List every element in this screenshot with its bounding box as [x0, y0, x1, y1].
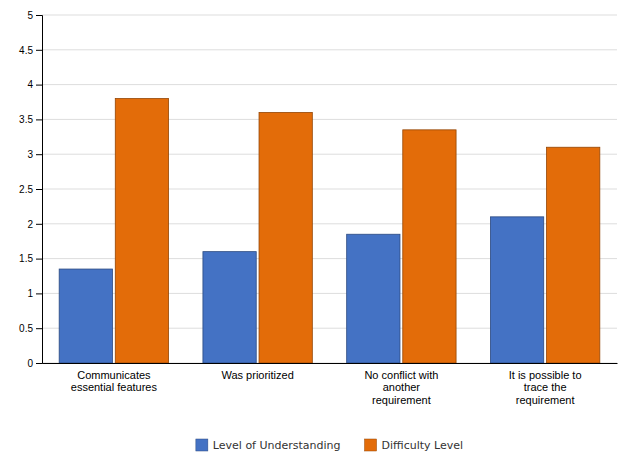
- y-tick-mark: [36, 119, 42, 120]
- y-tick-mark: [36, 363, 42, 364]
- legend: Level of Understanding Difficulty Level: [196, 439, 463, 452]
- y-tick-mark: [36, 293, 42, 294]
- bar: [403, 130, 456, 363]
- x-tick-label: Was prioritized: [221, 369, 293, 381]
- y-tick-label: 5: [27, 10, 33, 21]
- bar: [59, 269, 112, 363]
- legend-swatch: [365, 439, 377, 451]
- x-tick-label-line: trace the: [524, 381, 567, 393]
- y-tick-mark: [36, 15, 42, 16]
- chart-container: 0 0.5 1 1.5 2 2.5 3 3.5 4 4.5 5 Communicatesessenti…: [0, 0, 632, 463]
- y-tick-label: 1.5: [19, 253, 33, 264]
- grid: [42, 15, 617, 363]
- y-tick: 4: [27, 79, 42, 90]
- chart-svg: 0 0.5 1 1.5 2 2.5 3 3.5 4 4.5 5 Communicatesessenti…: [0, 0, 632, 463]
- grid-line: [42, 84, 617, 85]
- y-tick-mark: [36, 328, 42, 329]
- y-tick-mark: [36, 259, 42, 260]
- bar: [259, 112, 312, 363]
- y-tick-mark: [36, 154, 42, 155]
- y-tick: 2.5: [19, 184, 42, 195]
- legend-label: Difficulty Level: [382, 439, 464, 452]
- y-tick-mark: [36, 189, 42, 190]
- y-tick-label: 1: [27, 288, 33, 299]
- plot-area: 0 0.5 1 1.5 2 2.5 3 3.5 4 4.5 5 Communicatesessenti…: [19, 10, 617, 406]
- y-tick-label: 3.5: [19, 114, 33, 125]
- x-tick: Was prioritized: [221, 363, 293, 381]
- y-tick: 5: [27, 10, 42, 21]
- y-tick: 3: [27, 149, 42, 160]
- x-tick-label-line: another: [383, 381, 421, 393]
- x-tick-label-line: requirement: [516, 394, 575, 406]
- legend-swatch: [196, 439, 208, 451]
- bar: [203, 252, 256, 363]
- bar-series: [115, 99, 600, 363]
- x-tick-label-line: requirement: [372, 394, 431, 406]
- legend-label: Level of Understanding: [213, 439, 341, 452]
- x-tick-label: No conflict withanotherrequirement: [364, 369, 438, 406]
- x-tick-label-line: No conflict with: [364, 369, 438, 381]
- y-tick-label: 0: [27, 358, 33, 369]
- y-tick: 1: [27, 288, 42, 299]
- bar: [547, 147, 600, 363]
- bar: [115, 99, 168, 363]
- y-tick: 1.5: [19, 253, 42, 264]
- y-tick: 2: [27, 219, 42, 230]
- y-tick-label: 0.5: [19, 323, 33, 334]
- y-axis-line: [36, 16, 43, 364]
- grid-line: [42, 49, 617, 50]
- y-tick-label: 4: [27, 79, 33, 90]
- legend-item: Level of Understanding: [196, 439, 341, 452]
- legend-item: Difficulty Level: [365, 439, 464, 452]
- x-tick-label-line: essential features: [71, 381, 158, 393]
- y-tick-label: 2: [27, 219, 33, 230]
- x-tick-label: Communicatesessential features: [71, 369, 158, 394]
- y-tick-label: 3: [27, 149, 33, 160]
- y-tick: 0: [27, 358, 42, 369]
- bars: [59, 99, 600, 363]
- y-tick-mark: [36, 85, 42, 86]
- y-tick-mark: [36, 50, 42, 51]
- x-axis: Communicatesessential features Was priori…: [43, 363, 618, 406]
- bar: [347, 234, 400, 363]
- x-tick: No conflict withanotherrequirement: [364, 363, 438, 406]
- bar: [490, 217, 543, 363]
- x-tick: It is possible totrace therequirement: [509, 363, 582, 406]
- y-tick: 0.5: [19, 323, 42, 334]
- x-tick-label-line: It is possible to: [509, 369, 582, 381]
- grid-line: [42, 15, 617, 16]
- y-tick: 3.5: [19, 114, 42, 125]
- y-tick-label: 4.5: [19, 45, 33, 56]
- x-tick-label-line: Communicates: [77, 369, 151, 381]
- x-tick-label-line: Was prioritized: [221, 369, 293, 381]
- x-tick: Communicatesessential features: [71, 363, 158, 393]
- y-tick-label: 2.5: [19, 184, 33, 195]
- x-axis-line: [43, 363, 618, 364]
- y-tick-mark: [36, 224, 42, 225]
- x-tick-label: It is possible totrace therequirement: [509, 369, 582, 406]
- y-axis: 0 0.5 1 1.5 2 2.5 3 3.5 4 4.5 5: [19, 10, 42, 369]
- y-tick: 4.5: [19, 45, 42, 56]
